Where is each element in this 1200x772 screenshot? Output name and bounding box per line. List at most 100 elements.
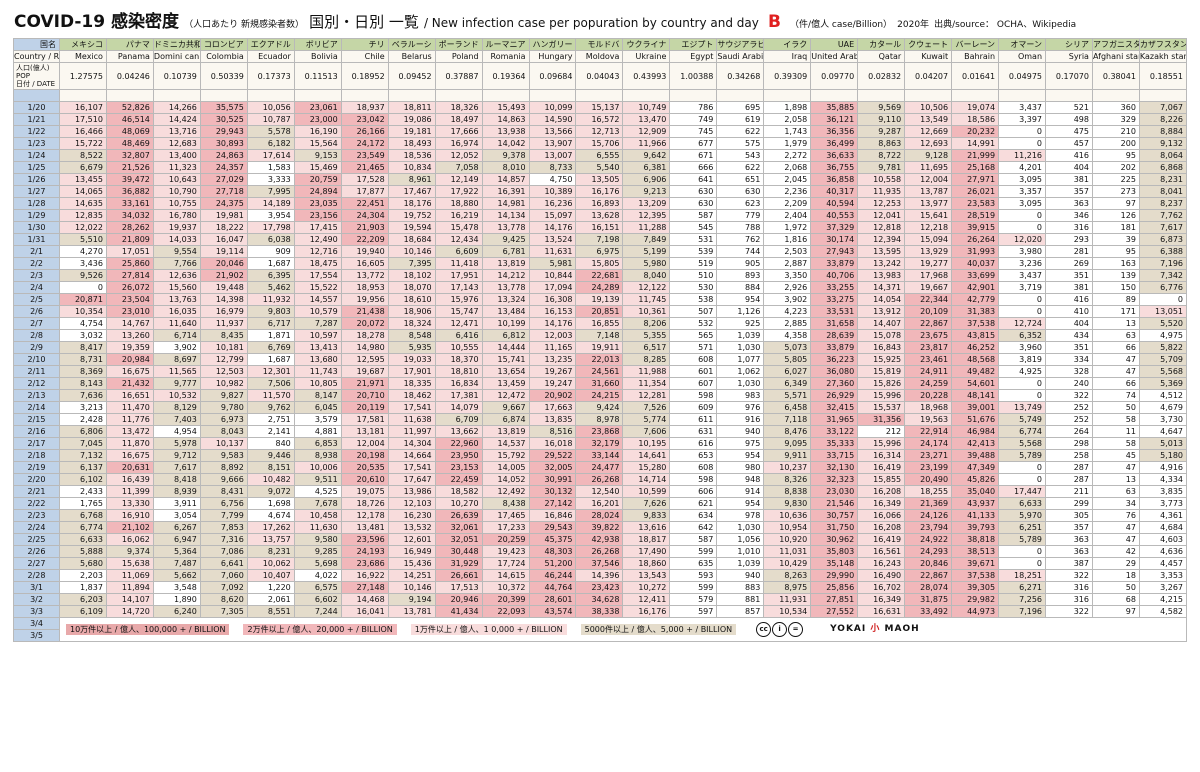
- table-cell: 32,130: [810, 461, 859, 474]
- table-cell: 23,153: [434, 461, 483, 474]
- table-cell: 31,750: [810, 521, 859, 534]
- table-cell: 23,686: [340, 557, 389, 570]
- table-cell: 10,006: [293, 461, 342, 474]
- table-cell: 12,601: [387, 533, 436, 546]
- table-cell: 11,165: [528, 341, 577, 354]
- country-name-ja-mexico: メキシコ: [59, 38, 107, 51]
- table-cell: 17,528: [340, 173, 389, 186]
- table-cell: 14,033: [152, 233, 201, 246]
- table-cell: 14,720: [105, 605, 154, 618]
- table-cell: 39,915: [951, 221, 1000, 234]
- table-cell: 630: [669, 197, 718, 210]
- country-name-ja-belarus: ベラルーシ: [387, 38, 436, 51]
- table-cell: 608: [669, 353, 718, 366]
- country-name-ja-bahrain: バーレーン: [951, 38, 1000, 51]
- table-cell: 11,640: [152, 317, 201, 330]
- country-population-colombia: 0.50339: [199, 62, 248, 90]
- table-cell: 31,356: [857, 413, 906, 426]
- table-cell: 13,549: [904, 113, 953, 126]
- table-cell: 10,834: [387, 161, 436, 174]
- table-cell: 11,776: [105, 413, 154, 426]
- table-cell: 11,069: [105, 569, 154, 582]
- table-cell: 22,867: [904, 317, 953, 330]
- table-cell: 8,226: [1138, 113, 1188, 126]
- table-cell: 20,946: [434, 593, 483, 606]
- table-cell: 22,960: [434, 437, 483, 450]
- table-cell: 18,102: [387, 269, 436, 282]
- table-cell: 8,369: [59, 365, 107, 378]
- table-cell: 76: [1091, 509, 1140, 522]
- table-cell: 16,201: [575, 497, 624, 510]
- table-cell: 36,223: [810, 353, 859, 366]
- table-cell: 14,857: [481, 173, 530, 186]
- table-cell: 58: [1091, 413, 1140, 426]
- table-cell: 10,429: [763, 557, 812, 570]
- table-cell: 97: [1091, 605, 1140, 618]
- table-cell: 6,352: [998, 329, 1047, 342]
- table-cell: 5,073: [763, 341, 812, 354]
- table-row: 2/23 6,768 16,910 3,054 7,799 4,674 10,458 12,1…: [13, 509, 1188, 522]
- table-cell: 47: [1091, 521, 1140, 534]
- country-name-en-hungary: Hungary: [528, 50, 577, 63]
- table-cell: 22,209: [340, 233, 389, 246]
- table-cell: 22,867: [904, 569, 953, 582]
- table-cell: 893: [716, 269, 765, 282]
- table-cell: 7,287: [293, 317, 342, 330]
- data-table: 国名 メキシコパナマドミニカ共和国コロンビアエクアドルボリビアチリベラルーシポー…: [13, 38, 1188, 642]
- country-name-en-united-arab-emirates: United Arab Emirates: [810, 50, 859, 63]
- table-cell: 8,237: [1138, 197, 1188, 210]
- table-cell: 3,333: [246, 173, 295, 186]
- table-cell: 5,355: [622, 329, 671, 342]
- table-row: 1/22 16,466 48,069 13,716 29,943 5,578 16,190 2…: [13, 125, 1188, 138]
- country-name-en-afghani-stan: Afghani stan: [1091, 50, 1140, 63]
- table-cell: 498: [1045, 113, 1093, 126]
- table-cell: 7,045: [59, 437, 107, 450]
- table-cell: 18,493: [387, 137, 436, 150]
- table-cell: 10,790: [152, 185, 201, 198]
- country-name-en-panama: Panama: [105, 50, 154, 63]
- table-cell: 15,560: [152, 281, 201, 294]
- table-cell: 13,616: [622, 521, 671, 534]
- table-cell: 8,129: [152, 401, 201, 414]
- table-cell: 6,251: [998, 521, 1047, 534]
- table-cell: 15,996: [857, 389, 906, 402]
- title-unit: （件/億人 case/Billion）: [790, 20, 893, 30]
- table-cell: 23,030: [810, 485, 859, 498]
- table-cell: 6,973: [199, 413, 248, 426]
- table-cell: 11,937: [199, 317, 248, 330]
- table-cell: 565: [669, 329, 718, 342]
- table-cell: 12,253: [857, 197, 906, 210]
- table-cell: 35,575: [199, 101, 248, 114]
- table-cell: 8,010: [481, 161, 530, 174]
- table-cell: 18: [1091, 569, 1140, 582]
- table-cell: 4,525: [293, 485, 342, 498]
- table-cell: 13,324: [481, 293, 530, 306]
- table-cell: 32,051: [434, 533, 483, 546]
- table-row: 1/20 16,107 52,826 14,266 35,575 10,056 23,061…: [13, 101, 1188, 114]
- table-cell: 641: [669, 173, 718, 186]
- table-cell: 28,601: [528, 593, 577, 606]
- table-cell: 18,880: [434, 197, 483, 210]
- table-cell: 5,789: [998, 533, 1047, 546]
- table-cell: 58: [1091, 437, 1140, 450]
- table-cell: 24,215: [575, 389, 624, 402]
- table-cell: 8,620: [199, 593, 248, 606]
- table-cell: 609: [669, 401, 718, 414]
- table-cell: 1,077: [716, 353, 765, 366]
- table-cell: 31,993: [951, 245, 1000, 258]
- table-cell: 13,977: [904, 197, 953, 210]
- table-cell: 47: [1091, 365, 1140, 378]
- table-cell: 32,323: [810, 473, 859, 486]
- table-cell: 171: [1091, 305, 1140, 318]
- table-cell: 10,755: [152, 197, 201, 210]
- table-cell: 13,907: [528, 137, 577, 150]
- table-cell: 10,534: [763, 605, 812, 618]
- table-cell: 3,730: [1138, 413, 1188, 426]
- table-cell: 14,444: [481, 341, 530, 354]
- table-cell: 36,499: [810, 137, 859, 150]
- table-row: 2/11 8,369 16,675 11,565 12,503 12,301 11,743 1…: [13, 365, 1188, 378]
- table-cell: 3,911: [152, 497, 201, 510]
- table-row: 1/27 14,065 36,882 10,790 27,718 7,995 24,894 1…: [13, 185, 1188, 198]
- table-cell: 954: [716, 497, 765, 510]
- table-cell: 519: [669, 257, 718, 270]
